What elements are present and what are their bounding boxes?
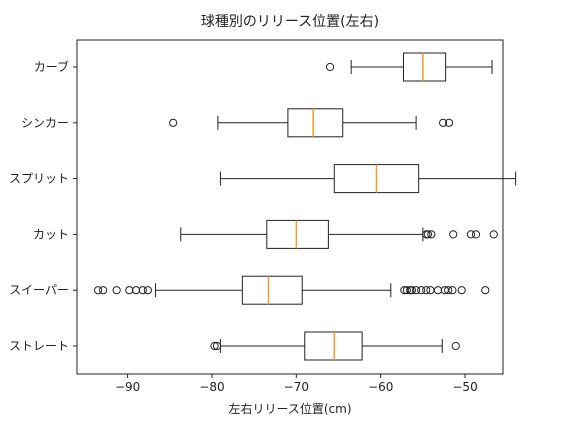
outlier-point bbox=[402, 286, 411, 295]
outlier-point bbox=[169, 118, 178, 127]
outlier-point bbox=[138, 286, 147, 295]
outlier-point bbox=[433, 286, 443, 295]
y-tick-label: カーブ bbox=[34, 59, 69, 74]
iqr-box bbox=[402, 52, 447, 82]
chart-title: 球種別のリリース位置(左右) bbox=[201, 14, 379, 30]
y-tick-label: カット bbox=[33, 227, 69, 241]
outlier-point bbox=[466, 230, 476, 239]
box-group-6 bbox=[210, 331, 460, 361]
y-tick-label: シンカー bbox=[21, 116, 69, 130]
x-tick-label: −50 bbox=[452, 380, 477, 394]
x-tick-label: −70 bbox=[284, 380, 309, 394]
outlier-point bbox=[481, 286, 490, 295]
outlier-point bbox=[444, 118, 454, 127]
iqr-box bbox=[287, 108, 344, 138]
outlier-point bbox=[93, 286, 103, 295]
outlier-point bbox=[143, 286, 152, 295]
plot-frame bbox=[76, 39, 504, 375]
box-group-1 bbox=[325, 52, 493, 82]
outlier-point bbox=[407, 286, 416, 295]
box-group-5 bbox=[93, 275, 490, 305]
x-tick-label: −90 bbox=[115, 380, 140, 394]
x-axis-label: 左右リリース位置(cm) bbox=[228, 401, 351, 416]
outlier-point bbox=[457, 286, 466, 295]
y-tick-label: ストレート bbox=[9, 339, 69, 353]
outlier-point bbox=[439, 118, 448, 127]
outlier-point bbox=[451, 341, 460, 351]
outlier-point bbox=[131, 286, 141, 295]
outlier-point bbox=[412, 286, 421, 295]
x-tick-label: −80 bbox=[199, 380, 224, 394]
outlier-point bbox=[212, 341, 222, 351]
box-group-4 bbox=[180, 219, 498, 249]
outlier-point bbox=[422, 286, 431, 295]
outlier-point bbox=[444, 286, 453, 295]
iqr-box bbox=[266, 219, 329, 249]
box-group-2 bbox=[169, 108, 454, 138]
outlier-point bbox=[489, 230, 498, 239]
outlier-point bbox=[417, 286, 426, 295]
outlier-point bbox=[112, 286, 121, 295]
iqr-box bbox=[241, 275, 303, 305]
outlier-point bbox=[426, 286, 435, 295]
outlier-point bbox=[125, 286, 134, 295]
outlier-point bbox=[423, 230, 433, 239]
outlier-point bbox=[448, 286, 457, 295]
y-tick-label: スイーパー bbox=[9, 283, 69, 297]
outlier-point bbox=[471, 230, 481, 239]
outlier-point bbox=[325, 62, 335, 72]
outlier-point bbox=[449, 230, 458, 239]
box-group-3 bbox=[219, 164, 517, 194]
x-tick-label: −60 bbox=[368, 380, 393, 394]
y-tick-label: スプリット bbox=[9, 172, 69, 186]
iqr-box bbox=[304, 331, 363, 361]
outlier-point bbox=[427, 230, 436, 239]
outlier-point bbox=[210, 341, 219, 351]
plot-area bbox=[93, 52, 517, 361]
outlier-point bbox=[99, 286, 108, 295]
